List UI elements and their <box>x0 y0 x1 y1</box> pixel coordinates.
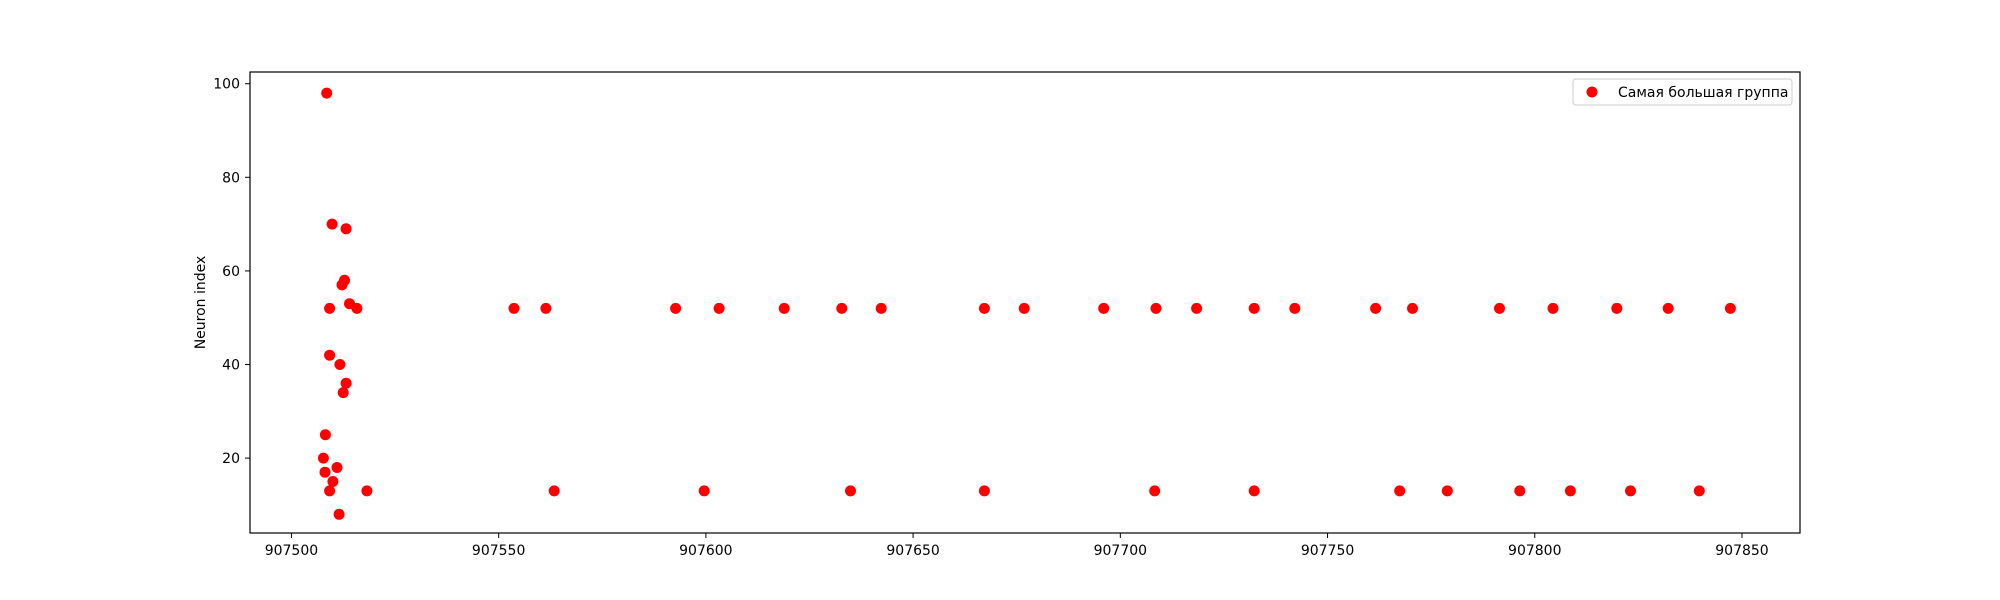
legend-box <box>1572 78 1793 106</box>
data-point <box>326 218 338 230</box>
y-tick-label: 60 <box>222 264 240 280</box>
data-point <box>1150 302 1162 314</box>
data-point <box>1149 485 1161 497</box>
data-point <box>351 302 363 314</box>
x-tick-label: 907650 <box>886 543 939 559</box>
x-tick-label: 907750 <box>1301 543 1354 559</box>
legend-marker <box>1586 86 1598 98</box>
legend-label: Самая большая группа <box>1618 85 1788 101</box>
data-point <box>339 274 350 286</box>
data-point <box>1248 302 1260 314</box>
x-axis: 907500 907550 907600 907650 907700 907750 9078… <box>265 533 1769 559</box>
data-point <box>778 302 790 314</box>
data-point <box>1407 302 1418 314</box>
x-tick-label: 907700 <box>1094 543 1147 559</box>
data-point <box>1662 302 1674 314</box>
x-tick-label: 907500 <box>265 543 318 559</box>
data-point <box>845 485 856 497</box>
data-point <box>1693 485 1705 497</box>
data-point <box>319 429 331 441</box>
data-point <box>1394 485 1406 497</box>
data-point <box>340 223 352 235</box>
x-tick-label: 907600 <box>679 543 732 559</box>
y-tick-label: 40 <box>222 358 240 374</box>
data-point <box>1625 485 1636 497</box>
data-point <box>361 485 373 497</box>
data-point <box>698 485 710 497</box>
data-point <box>327 476 339 487</box>
data-point <box>670 302 682 314</box>
data-point <box>540 302 552 314</box>
data-point <box>317 452 329 464</box>
data-point <box>324 302 336 314</box>
data-point <box>978 302 990 314</box>
data-point <box>713 302 725 314</box>
data-point <box>331 462 343 473</box>
data-point <box>508 302 520 314</box>
data-points <box>317 87 1736 520</box>
y-tick-label: 20 <box>222 451 240 467</box>
data-point <box>1494 302 1505 314</box>
data-point <box>836 302 848 314</box>
data-point <box>324 485 336 497</box>
y-tick-label: 80 <box>222 170 240 186</box>
data-point <box>1370 302 1382 314</box>
data-point <box>875 302 887 314</box>
y-axis-label: Neuron index <box>193 256 209 350</box>
x-tick-label: 907850 <box>1715 543 1768 559</box>
data-point <box>1098 302 1110 314</box>
data-point <box>1289 302 1301 314</box>
data-point <box>1191 302 1203 314</box>
data-point <box>321 87 333 99</box>
data-point <box>1564 485 1576 497</box>
plot-frame <box>249 71 1801 534</box>
y-tick-label: 100 <box>213 77 240 93</box>
data-point <box>340 377 352 389</box>
data-point <box>334 359 346 370</box>
data-point <box>324 349 336 361</box>
data-point <box>1514 485 1526 497</box>
data-point <box>1611 302 1623 314</box>
data-point <box>978 485 990 497</box>
data-point <box>1724 302 1736 314</box>
y-axis: 20 40 60 80 100 <box>213 77 250 467</box>
data-point <box>1018 302 1030 314</box>
data-point <box>1248 485 1260 497</box>
data-point <box>548 485 560 497</box>
x-tick-label: 907800 <box>1508 543 1561 559</box>
data-point <box>1441 485 1453 497</box>
data-point <box>333 508 345 520</box>
x-tick-label: 907550 <box>472 543 525 559</box>
data-point <box>319 466 331 478</box>
data-point <box>1547 302 1559 314</box>
data-point <box>337 387 349 399</box>
legend: Самая большая группа <box>1572 78 1793 106</box>
